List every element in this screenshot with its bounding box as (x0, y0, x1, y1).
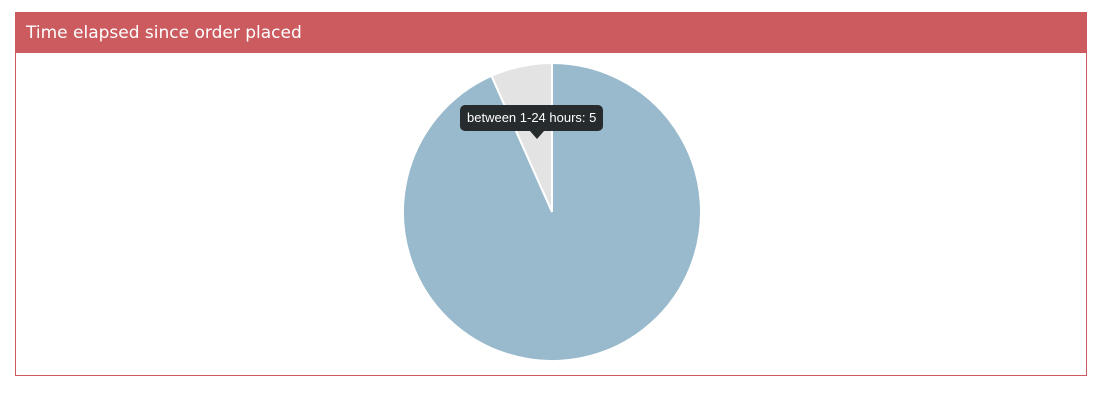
panel-title: Time elapsed since order placed (16, 13, 1086, 53)
chart-area: between 1-24 hours: 5 (16, 53, 1086, 376)
tooltip-arrow (530, 131, 544, 139)
chart-panel: Time elapsed since order placed between … (15, 12, 1087, 376)
pie-slice-2[interactable] (402, 61, 702, 362)
chart-tooltip: between 1-24 hours: 5 (460, 105, 604, 131)
pie-chart (402, 61, 702, 362)
